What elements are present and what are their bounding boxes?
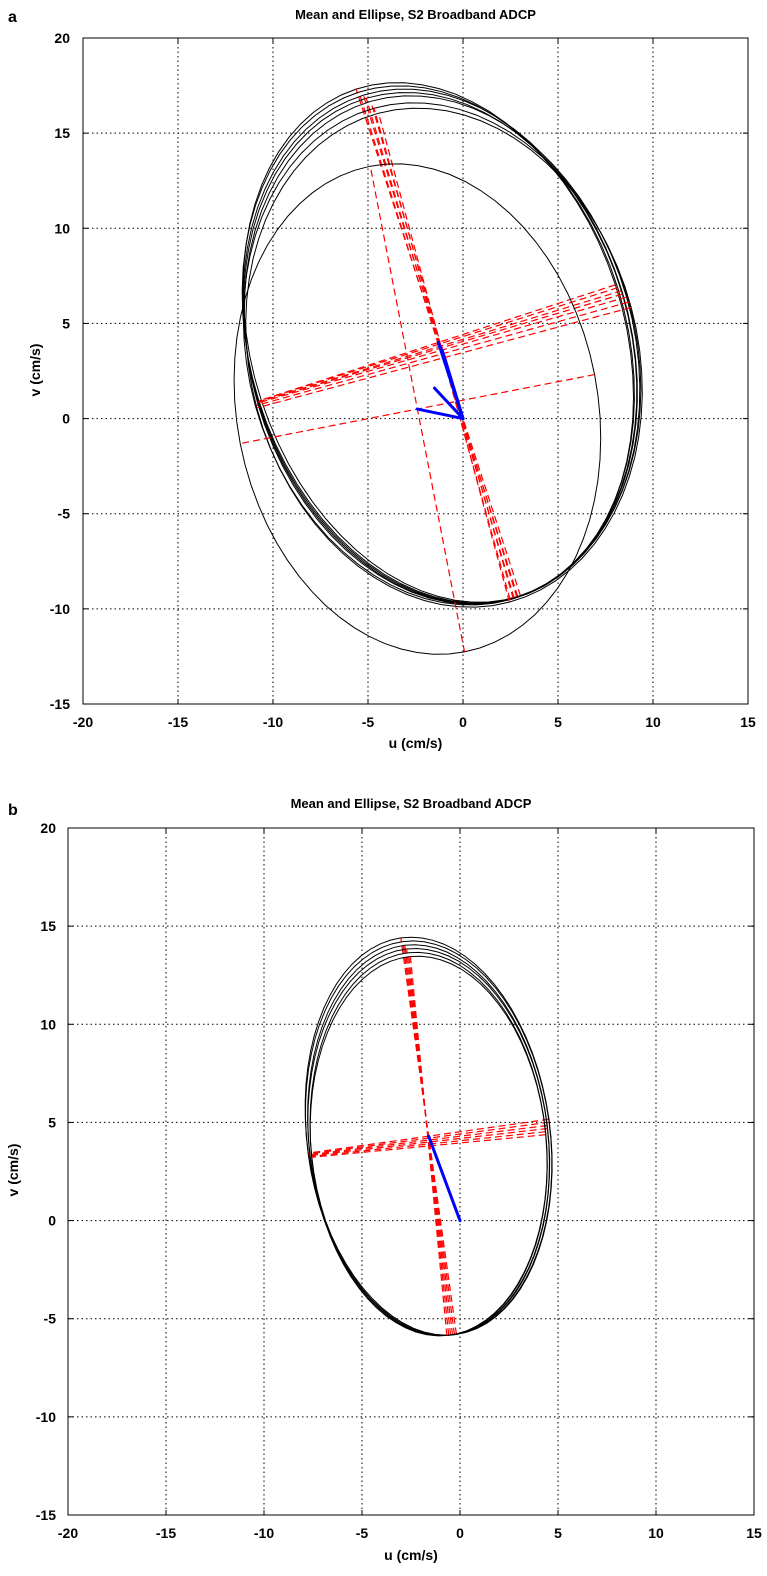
x-tick-label: 5 [554, 714, 562, 730]
y-tick-label: 20 [54, 30, 70, 46]
x-tick-label: -5 [356, 1525, 369, 1541]
y-axis-label: v (cm/s) [5, 1144, 21, 1197]
ellipse-major-axis-4 [406, 948, 452, 1336]
x-tick-label: 15 [746, 1525, 762, 1541]
plot-area [233, 82, 643, 655]
y-tick-label: 15 [40, 918, 56, 934]
y-tick-label: 10 [40, 1016, 56, 1032]
ellipse-minor-axis-3 [309, 1124, 548, 1156]
x-tick-label: -15 [156, 1525, 176, 1541]
y-tick-label: 5 [62, 315, 70, 331]
ellipse-minor-axis-5 [311, 1131, 546, 1157]
x-tick-label: 0 [456, 1525, 464, 1541]
plot-frame [82, 37, 749, 705]
panel-label: a [8, 9, 17, 26]
y-tick-label: -15 [36, 1507, 56, 1523]
y-tick-label: -5 [58, 506, 71, 522]
tidal-ellipse-6 [242, 102, 642, 606]
x-tick-label: -15 [168, 714, 188, 730]
x-axis-label: u (cm/s) [389, 735, 443, 751]
y-tick-label: -10 [36, 1409, 56, 1425]
y-tick-label: 0 [62, 411, 70, 427]
x-tick-label: 15 [740, 714, 756, 730]
x-tick-label: 0 [459, 714, 467, 730]
y-tick-label: 5 [48, 1114, 56, 1130]
y-tick-label: -10 [50, 601, 70, 617]
x-tick-label: 10 [648, 1525, 664, 1541]
y-tick-label: 0 [48, 1213, 56, 1229]
panel-label: b [8, 802, 18, 819]
chart-title: Mean and Ellipse, S2 Broadband ADCP [291, 796, 532, 811]
mean-vector-5 [433, 386, 465, 421]
x-tick-label: 10 [645, 714, 661, 730]
ellipse-major-axis-4 [365, 98, 515, 599]
plot-area [304, 936, 553, 1337]
plot-frame [67, 827, 755, 1516]
ellipse-major-axis-6 [409, 956, 448, 1336]
y-tick-label: 20 [40, 820, 56, 836]
x-tick-label: -20 [58, 1525, 78, 1541]
chart-title: Mean and Ellipse, S2 Broadband ADCP [295, 7, 536, 22]
x-tick-label: -20 [73, 714, 93, 730]
ellipse-minor-axis-4 [309, 1127, 548, 1157]
y-axis-label: v (cm/s) [27, 344, 43, 397]
tidal-ellipse-6 [309, 955, 548, 1337]
tidal-ellipse-8 [233, 163, 602, 655]
x-tick-label: -5 [362, 714, 375, 730]
x-tick-label: -10 [263, 714, 283, 730]
mean-vector-4 [442, 354, 465, 421]
tidal-ellipse-4 [307, 947, 550, 1337]
x-tick-label: 5 [554, 1525, 562, 1541]
x-axis-label: u (cm/s) [384, 1547, 438, 1563]
x-tick-label: -10 [254, 1525, 274, 1541]
y-tick-label: 15 [54, 125, 70, 141]
y-tick-label: 10 [54, 220, 70, 236]
ellipse-minor-axis-1 [261, 284, 616, 401]
y-tick-label: -15 [50, 696, 70, 712]
ellipse-minor-axis-6 [311, 1134, 546, 1158]
mean-vector-1 [427, 1134, 462, 1223]
y-tick-label: -5 [44, 1311, 57, 1327]
mean-vector-6 [415, 407, 465, 421]
